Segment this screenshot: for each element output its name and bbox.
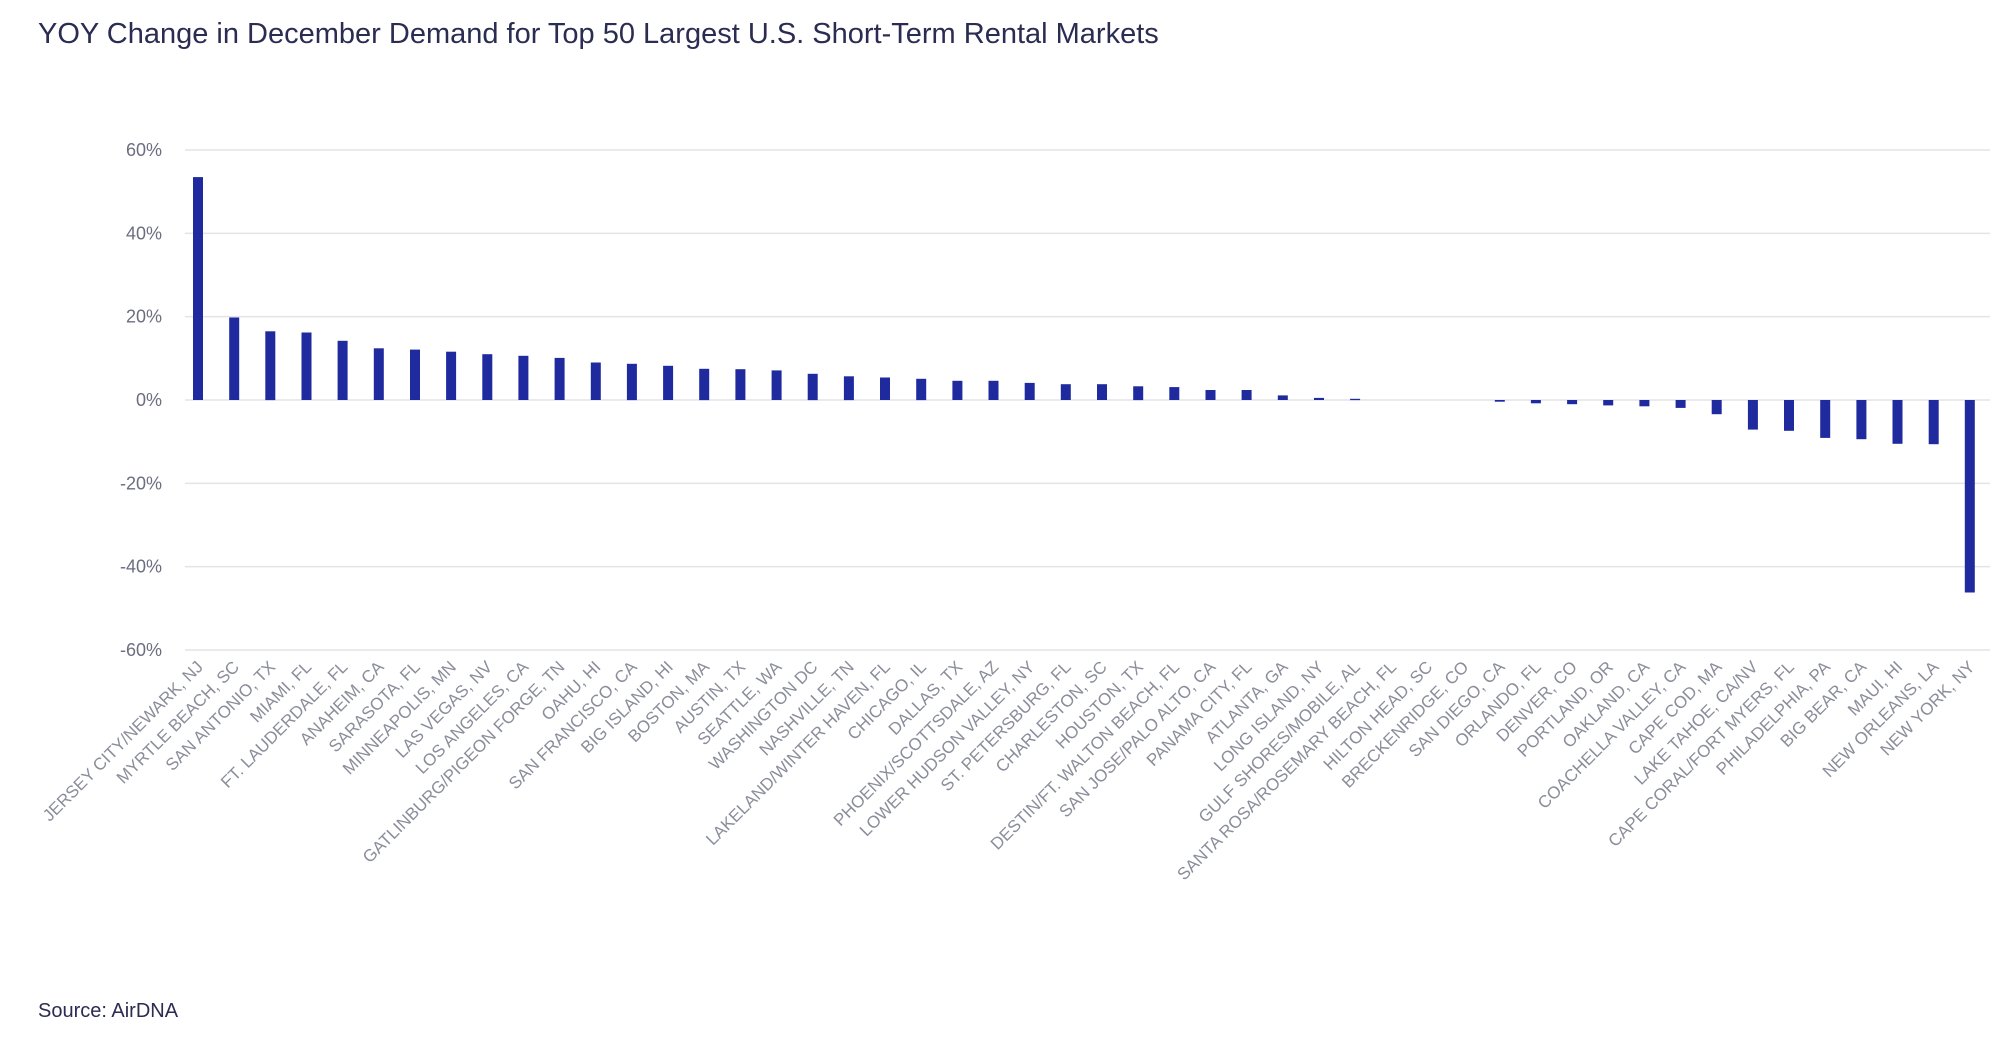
bar [1350, 398, 1361, 401]
bar [988, 380, 999, 400]
y-tick-label: 0% [136, 390, 162, 410]
bar [1205, 390, 1216, 400]
bar [1639, 400, 1650, 407]
bar [193, 177, 203, 400]
bar [952, 380, 963, 400]
bar [1314, 397, 1324, 400]
bar [880, 377, 890, 400]
bar [446, 351, 457, 400]
y-tick-label: -40% [120, 557, 162, 577]
bar [1711, 400, 1722, 415]
bar [1892, 400, 1903, 444]
bar [1097, 384, 1107, 400]
bar [518, 355, 529, 400]
bar [373, 348, 384, 400]
bar [626, 363, 637, 401]
bar [301, 332, 312, 400]
bar-chart: 60% 40% 20% 0% -20% -40% -60% JERSEY CITY/NEWA… [39, 140, 1990, 884]
bar [1820, 400, 1831, 438]
bar [771, 370, 782, 400]
y-axis-ticks: 60% 40% 20% 0% -20% -40% -60% [120, 140, 162, 660]
bar [1530, 400, 1541, 404]
bar [482, 354, 493, 400]
bar [1133, 386, 1144, 401]
bar [1856, 400, 1867, 440]
bar [1747, 400, 1758, 430]
bar [663, 365, 674, 400]
bar [554, 357, 565, 400]
bar [590, 362, 601, 400]
bar [265, 331, 276, 401]
bar [1241, 390, 1252, 400]
y-tick-label: -60% [120, 640, 162, 660]
bar [1964, 400, 1975, 593]
bar [1675, 400, 1686, 408]
bar [1277, 395, 1288, 400]
bar [1784, 400, 1794, 431]
bar [699, 368, 710, 401]
bar [1603, 400, 1614, 406]
y-tick-label: 40% [126, 223, 162, 243]
chart-title: YOY Change in December Demand for Top 50… [38, 18, 1159, 50]
bar [1494, 400, 1505, 402]
bar [1567, 400, 1578, 405]
bar [1928, 400, 1939, 445]
bar [229, 317, 240, 400]
bar [1060, 384, 1071, 400]
y-tick-label: -20% [120, 473, 162, 493]
bar [1024, 382, 1035, 400]
bars [193, 177, 1975, 593]
y-tick-label: 60% [126, 140, 162, 160]
bar [337, 340, 348, 400]
bar [807, 373, 818, 401]
bar [843, 376, 854, 401]
bar [735, 369, 746, 400]
chart-source: Source: AirDNA [38, 1000, 179, 1022]
y-tick-label: 20% [126, 307, 162, 327]
bar [410, 349, 420, 400]
bar [916, 378, 927, 401]
bar [1169, 387, 1180, 400]
